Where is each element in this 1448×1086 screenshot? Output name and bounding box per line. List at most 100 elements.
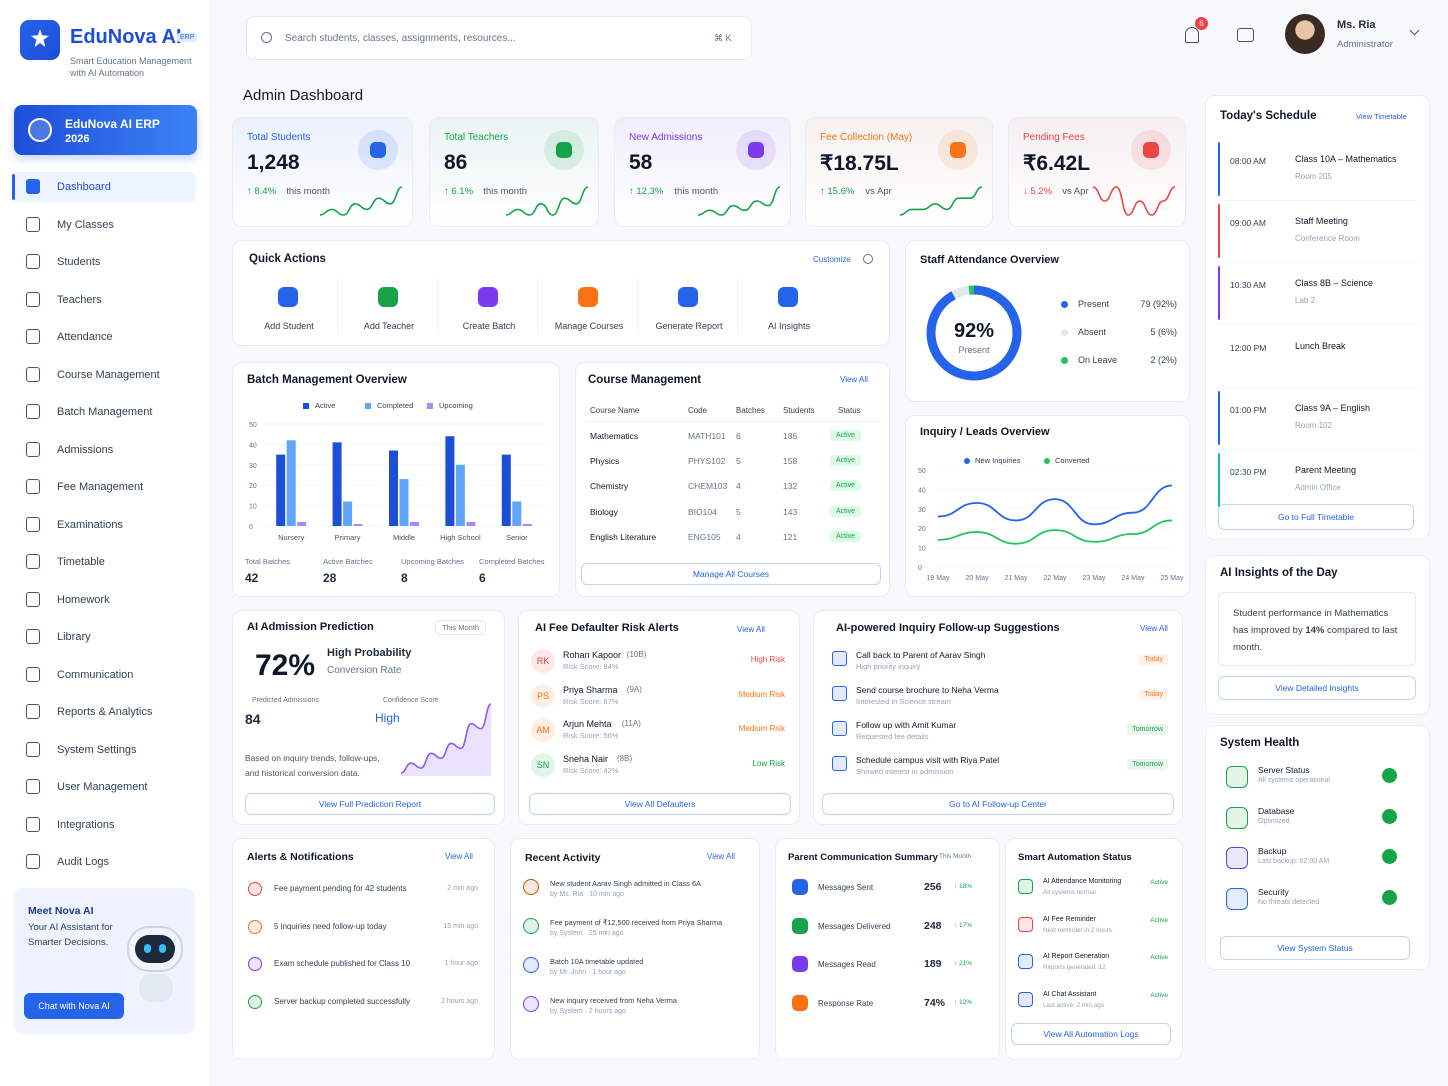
status-pill: Active	[830, 530, 862, 542]
button[interactable]: View All Automation Logs	[1011, 1023, 1171, 1045]
metric-value: 189	[924, 958, 942, 970]
nav-item[interactable]: Timetable	[12, 547, 196, 577]
prediction-value: 72%	[255, 649, 316, 682]
activity-text: Fee payment of ₹12,500 received from Pri…	[550, 918, 723, 927]
automation-name: AI Attendance Monitoring	[1043, 878, 1122, 885]
quick-action[interactable]: Add Teacher	[341, 279, 438, 335]
panel-title: AI Fee Defaulter Risk Alerts	[535, 622, 679, 634]
quick-action[interactable]: Generate Report	[641, 279, 738, 335]
legend-value: 5 (6%)	[1150, 327, 1177, 337]
robot-face	[135, 935, 175, 963]
nav-item[interactable]: Fee Management	[12, 472, 196, 502]
nav-item[interactable]: My Classes	[12, 210, 196, 240]
todays-schedule: Today's Schedule View Timetable 08:00 AM Cl…	[1205, 95, 1430, 540]
nova-card: Meet Nova AI Your AI Assistant for Smarte…	[14, 888, 195, 1034]
legend-dot	[1061, 357, 1068, 364]
button[interactable]: Go to AI Follow-up Center	[822, 793, 1174, 815]
line	[937, 519, 1173, 545]
y-tick-label: 30	[249, 463, 257, 470]
period-select[interactable]: This Month	[435, 620, 487, 635]
quick-action[interactable]: Manage Courses	[541, 279, 638, 335]
nav-item[interactable]: Admissions	[12, 435, 196, 465]
event-bar	[1218, 390, 1220, 445]
active-bar	[12, 174, 15, 200]
nav-item[interactable]: Batch Management	[12, 397, 196, 427]
nav-label: Dashboard	[57, 181, 111, 193]
action-icon	[578, 287, 598, 307]
alert-text: 5 inquiries need follow-up today	[274, 921, 387, 931]
metric-change: ↑ 21%	[954, 960, 973, 967]
event-time: 02:30 PM	[1230, 467, 1267, 477]
action-icon	[778, 287, 798, 307]
bar	[455, 464, 465, 526]
chat-icon[interactable]	[1237, 28, 1254, 42]
metric-label: Messages Sent	[818, 883, 874, 892]
button[interactable]: View Detailed Insights	[1218, 676, 1416, 700]
nav-item[interactable]: User Management	[12, 772, 196, 802]
automation-name: AI Chat Assistant	[1043, 990, 1097, 998]
y-tick-label: 0	[249, 524, 253, 531]
x-tick-label: Nursery	[278, 533, 305, 542]
sparkline	[319, 186, 403, 216]
nav-item[interactable]: Examinations	[12, 510, 196, 540]
predicted-value: 84	[245, 711, 261, 727]
nav-item[interactable]: Audit Logs	[12, 847, 196, 877]
search-box[interactable]: Search students, classes, assignments, r…	[246, 16, 752, 60]
staff-attendance: Staff Attendance Overview 92% Present Prese…	[905, 240, 1190, 402]
table-cell: MATH101	[688, 431, 726, 441]
stat-note: vs Apr	[865, 186, 892, 197]
nav-item[interactable]: Attendance	[12, 322, 196, 352]
quick-action[interactable]: AI Insights	[741, 279, 837, 335]
button[interactable]: Go to Full Timetable	[1218, 504, 1414, 530]
button[interactable]: View All Defaulters	[529, 793, 791, 815]
table-cell: BIO104	[688, 506, 717, 517]
table-cell: 121	[783, 531, 798, 542]
summary-label: Completed Batches	[479, 557, 545, 566]
activity-icon	[523, 957, 539, 973]
button[interactable]: View Full Prediction Report	[245, 793, 495, 815]
health-check	[1382, 808, 1397, 824]
nav-label: Admissions	[57, 443, 114, 456]
nav-item[interactable]: Students	[12, 247, 196, 277]
nav-item[interactable]: Reports & Analytics	[12, 697, 196, 727]
user-role: Administrator	[1337, 39, 1393, 50]
nav-item[interactable]: System Settings	[12, 735, 196, 765]
button[interactable]: Manage All Courses	[581, 563, 881, 585]
quick-action[interactable]: Add Student	[241, 279, 338, 335]
panel-link: View All	[707, 852, 735, 861]
automation-sub: Next reminder in 2 hours	[1043, 926, 1112, 934]
automation-icon	[1018, 916, 1033, 932]
nav-label: Attendance	[57, 331, 113, 343]
panel-title: Staff Attendance Overview	[920, 254, 1059, 266]
task-sub: High priority inquiry	[856, 662, 921, 671]
nav-item[interactable]: Library	[12, 622, 196, 652]
avatar-initials: SN	[531, 752, 555, 777]
summary-label: Active Batches	[323, 557, 373, 566]
nova-title: Meet Nova AI	[28, 905, 94, 917]
nav-item[interactable]: Course Management	[12, 360, 196, 390]
nav-item[interactable]: Communication	[12, 660, 196, 690]
summary-label: Upcoming Batches	[401, 557, 464, 566]
activity-by: by Mr. John · 1 hour ago	[550, 969, 626, 976]
x-tick-label: 19 May	[927, 575, 950, 582]
panel-title: Alerts & Notifications	[247, 851, 354, 863]
nav-item[interactable]: Integrations	[12, 810, 196, 840]
nav-item[interactable]: Teachers	[12, 285, 196, 315]
bell-icon[interactable]	[1185, 27, 1199, 43]
nav-icon	[26, 554, 40, 569]
period-select[interactable]: This Month	[939, 853, 972, 860]
nav-label: Fee Management	[57, 481, 144, 493]
sparkline-svg	[1092, 186, 1176, 216]
event-time: 01:00 PM	[1230, 404, 1267, 415]
task-sub: Requested fee details	[856, 732, 929, 741]
event-bar	[1218, 266, 1220, 321]
nav-item[interactable]: Dashboard	[12, 172, 196, 202]
panel-title: Course Management	[588, 374, 702, 386]
table-cell: PHYS102	[688, 456, 726, 467]
button[interactable]: View System Status	[1220, 936, 1410, 960]
nav-label: User Management	[57, 781, 148, 793]
divider	[1218, 386, 1418, 388]
button[interactable]: Chat with Nova AI	[24, 993, 124, 1019]
quick-action[interactable]: Create Batch	[441, 279, 538, 335]
nav-item[interactable]: Homework	[12, 585, 196, 615]
